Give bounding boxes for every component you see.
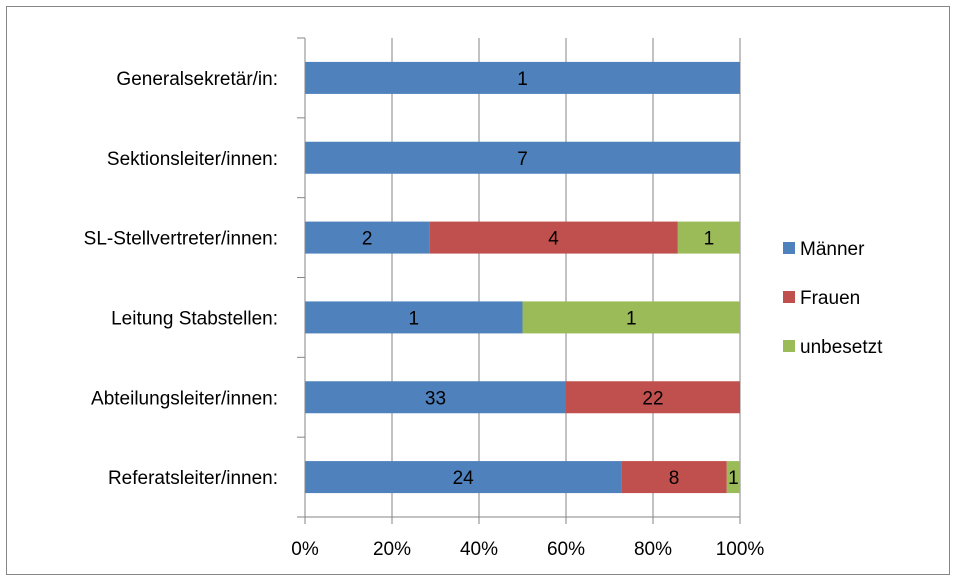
category-label: Generalsekretär/in: <box>116 69 278 90</box>
data-label: 24 <box>453 468 475 489</box>
bar-unbesetzt <box>677 221 740 254</box>
category-label: Sektionsleiter/innen: <box>107 149 278 170</box>
data-label: 33 <box>425 388 446 409</box>
legend-swatch-frauen <box>783 291 795 303</box>
bars <box>305 61 740 494</box>
legend-swatch-unbesetzt <box>783 340 795 352</box>
bar-frauen <box>566 381 740 414</box>
legend: Männer Frauen unbesetzt <box>783 239 883 358</box>
bar-m-nner <box>305 461 622 494</box>
data-label: 1 <box>517 69 528 90</box>
data-label: 1 <box>728 468 739 489</box>
data-label: 7 <box>517 149 528 170</box>
legend-label-unbesetzt: unbesetzt <box>800 337 883 358</box>
bar-m-nner <box>305 221 430 254</box>
data-label: 4 <box>548 229 559 250</box>
gridlines <box>391 38 741 517</box>
x-tick-label: 100% <box>716 539 765 560</box>
x-tick-label: 40% <box>460 539 498 560</box>
category-label: Abteilungsleiter/innen: <box>91 388 278 409</box>
legend-label-frauen: Frauen <box>800 288 860 309</box>
x-tick-label: 60% <box>547 539 585 560</box>
category-label: Leitung Stabstellen: <box>111 308 278 329</box>
category-label: Referatsleiter/innen: <box>108 468 278 489</box>
data-label: 1 <box>626 308 637 329</box>
x-tick-label: 20% <box>373 539 411 560</box>
bar-unbesetzt <box>726 461 740 494</box>
data-label: 8 <box>669 468 680 489</box>
x-tick-labels: 0% 20% 40% 60% 80% 100% <box>291 539 764 560</box>
bar-frauen <box>621 461 727 494</box>
legend-label-m-nner: Männer <box>800 239 865 260</box>
data-label: 1 <box>408 308 419 329</box>
bar-frauen <box>429 221 678 254</box>
legend-swatch-m-nner <box>783 242 795 254</box>
bar-m-nner <box>305 141 740 174</box>
bar-m-nner <box>305 301 523 334</box>
axes <box>297 37 741 524</box>
x-tick-label: 0% <box>291 539 319 560</box>
data-label: 2 <box>362 229 373 250</box>
bar-m-nner <box>305 381 566 414</box>
bar-m-nner <box>305 61 740 94</box>
data-label: 22 <box>642 388 663 409</box>
category-label: SL-Stellvertreter/innen: <box>84 229 278 250</box>
bar-unbesetzt <box>522 301 740 334</box>
x-tick-label: 80% <box>634 539 672 560</box>
data-label: 1 <box>704 229 715 250</box>
category-labels: Generalsekretär/in: Sektionsleiter/innen:… <box>84 69 278 489</box>
